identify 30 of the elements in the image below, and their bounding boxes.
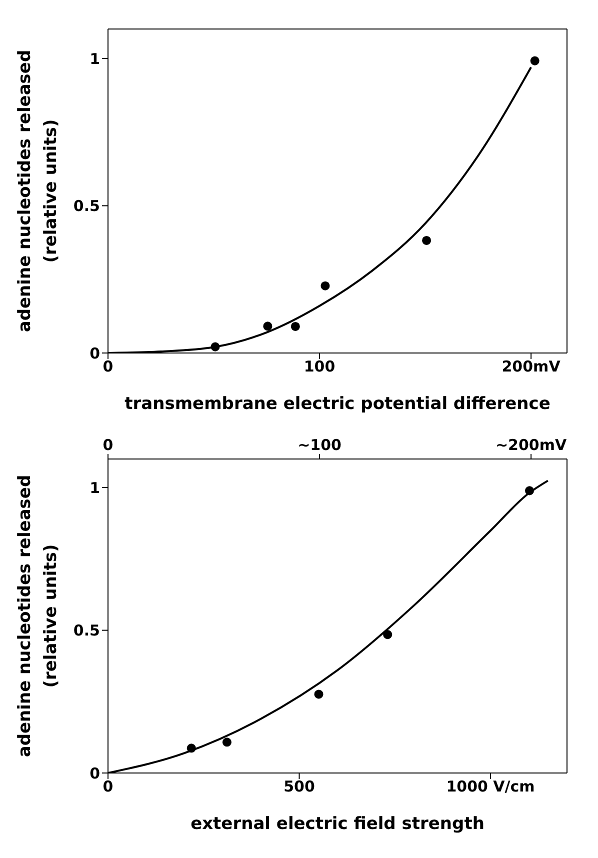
x-tick-label: 200mV: [502, 358, 561, 376]
x-axis-title: transmembrane electric potential difference: [124, 394, 550, 414]
point: [222, 738, 232, 747]
point: [383, 630, 392, 640]
point: [290, 322, 300, 331]
x-tick-label: 500: [284, 778, 315, 796]
y-axis-title: adenine nucleotides released (relative units): [15, 474, 61, 758]
point: [263, 322, 272, 331]
y-tick-label: 0.5: [73, 197, 100, 216]
point: [422, 236, 432, 245]
point: [530, 56, 540, 66]
y-tick-label: 0: [90, 344, 100, 362]
point: [525, 486, 534, 496]
x2-tick-label: ~100: [298, 436, 342, 454]
point: [320, 281, 330, 290]
y-tick-label: 0.5: [73, 622, 100, 640]
x-tick-label: 100: [304, 358, 336, 376]
x-axis-title: external electric field strength: [190, 814, 484, 834]
x-tick-label: 0: [102, 778, 114, 796]
y-tick-label: 0: [90, 764, 100, 782]
x-tick-label: 0: [102, 358, 114, 376]
x-tick-label: 1000 V/cm: [446, 778, 535, 796]
point: [314, 690, 324, 699]
y-axis-title: adenine nucleotides released (relative units): [15, 50, 61, 332]
point: [210, 342, 220, 352]
x2-tick-label: 0: [102, 436, 114, 454]
point: [186, 744, 196, 753]
x2-tick-label: ~200mV: [495, 436, 567, 454]
y-tick-label: 1: [90, 50, 100, 68]
y-tick-label: 1: [90, 478, 100, 497]
